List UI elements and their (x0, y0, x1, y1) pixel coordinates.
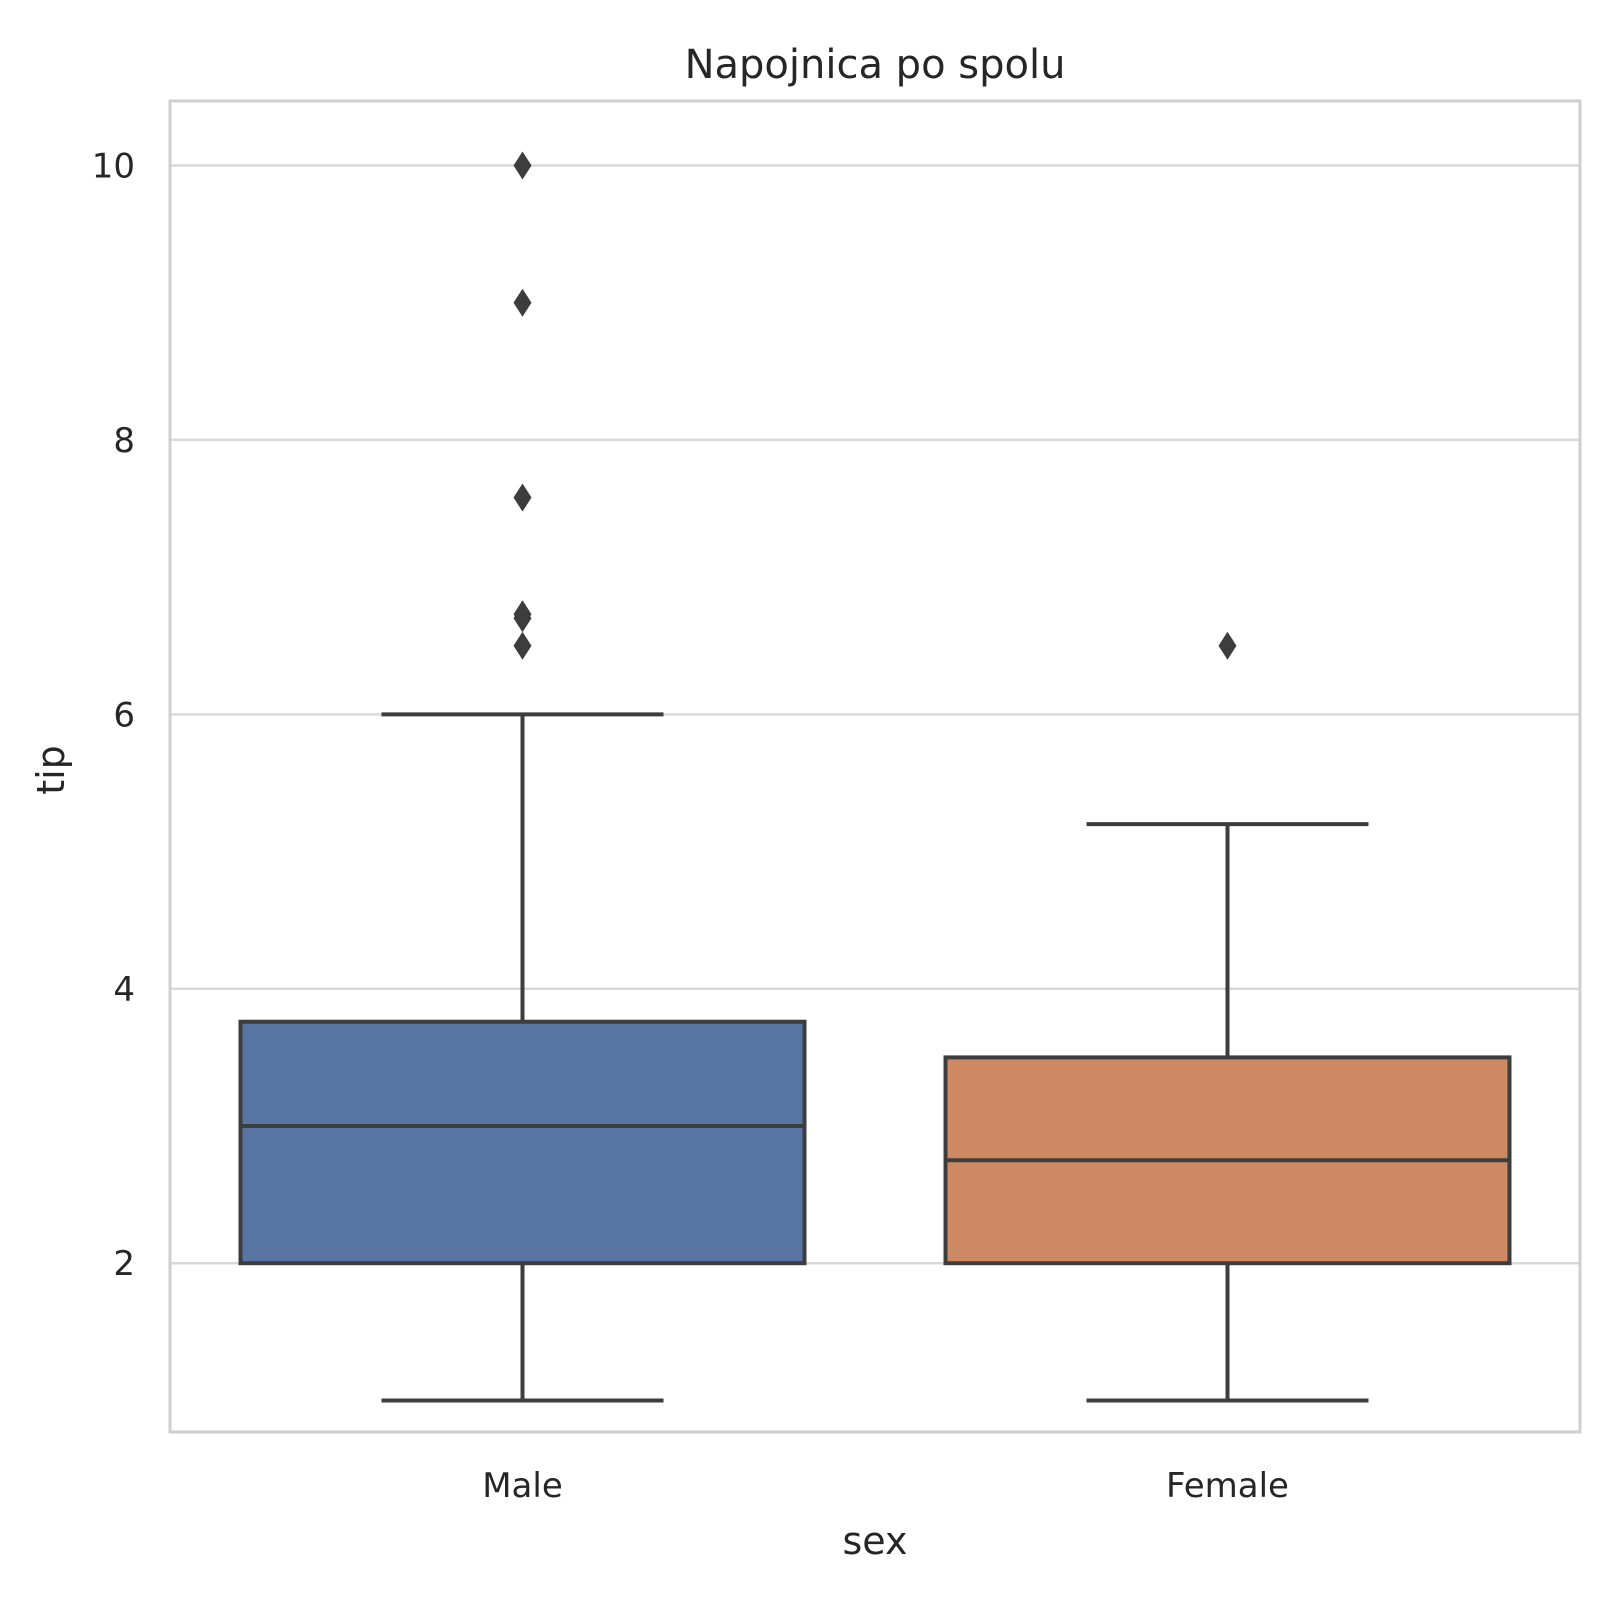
outlier-point (513, 604, 532, 633)
y-tick-label: 10 (92, 146, 135, 186)
y-axis-label: tip (29, 745, 73, 795)
y-tick-label: 8 (113, 421, 135, 461)
y-tick-label: 6 (113, 695, 135, 735)
outlier-point (513, 631, 532, 660)
box-female (943, 631, 1512, 1403)
y-tick-label: 2 (113, 1244, 135, 1284)
box-male (238, 151, 807, 1403)
chart-title: Napojnica po spolu (685, 42, 1066, 88)
x-tick-label-female: Female (1166, 1466, 1289, 1506)
x-tick-label-male: Male (482, 1466, 563, 1506)
outlier-point (513, 151, 532, 180)
outlier-point (1218, 631, 1237, 660)
y-tick-label: 4 (113, 970, 135, 1010)
y-axis-ticks: 2 4 6 8 10 (92, 146, 135, 1284)
boxes (238, 151, 1512, 1403)
x-axis-ticks: Male Female (482, 1466, 1289, 1506)
x-axis-label: sex (843, 1519, 908, 1563)
outlier-point (513, 288, 532, 317)
iqr-box (238, 1019, 807, 1266)
outlier-point (513, 483, 532, 512)
plot-frame (168, 99, 1582, 1434)
